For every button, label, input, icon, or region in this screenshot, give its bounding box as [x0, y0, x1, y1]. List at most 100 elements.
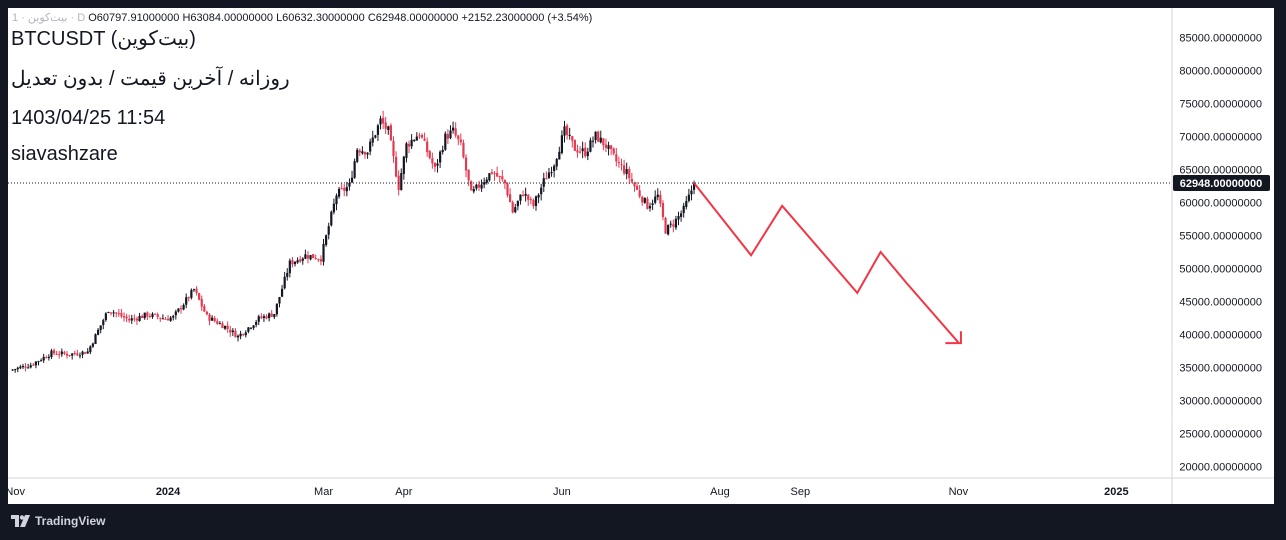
candle-body [221, 323, 224, 329]
candle-body [394, 156, 398, 177]
candle-body [226, 325, 229, 329]
candle-body [350, 177, 354, 183]
candle-body [203, 306, 206, 312]
candle-body [130, 318, 133, 321]
candle-body [542, 178, 545, 187]
candle-body [680, 213, 683, 217]
candle-body [547, 172, 551, 179]
candle-body [187, 297, 190, 299]
candle-body [470, 181, 473, 191]
candle-body [594, 131, 597, 141]
candle-body [275, 303, 278, 315]
candle-body [223, 325, 227, 329]
candle-body [125, 316, 128, 319]
candle-body [192, 289, 196, 291]
candle-body [467, 169, 470, 181]
candle-body [420, 135, 424, 138]
candle-body [630, 178, 633, 182]
candle-body [687, 194, 690, 201]
candle-body [179, 308, 183, 310]
candle-body [537, 194, 540, 198]
candle-body [431, 158, 434, 164]
tradingview-logo[interactable]: TradingView [11, 514, 105, 528]
candle-body [325, 235, 328, 245]
candle-body [591, 140, 595, 142]
candle-body [475, 184, 478, 189]
candle-body [37, 361, 40, 363]
candle-body [280, 288, 284, 297]
candle-body [410, 139, 413, 147]
candle-body [16, 367, 19, 370]
candle-body [589, 140, 592, 152]
candle-body [374, 135, 377, 138]
candle-body [363, 152, 367, 155]
y-tick-label-10: 35000.00000000 [1179, 363, 1262, 375]
candle-body [508, 194, 512, 203]
candle-body [161, 318, 164, 320]
candle-body [464, 157, 468, 171]
candle-body [651, 203, 654, 206]
candle-body [503, 179, 507, 184]
candle-body [550, 172, 553, 174]
candle-body [560, 135, 564, 153]
candle-body [213, 318, 216, 322]
ohlc-close: C62948.00000000 [367, 12, 459, 24]
candle-body [96, 329, 100, 335]
candle-body [208, 314, 211, 321]
candle-body [656, 194, 659, 198]
candle-body [620, 164, 623, 166]
ohlc-change: +2152.23000000 (+3.54%) [461, 12, 593, 24]
candle-body [371, 137, 374, 143]
candle-body [117, 313, 120, 315]
candle-body [648, 206, 652, 209]
candle-body [340, 187, 343, 189]
candle-body [99, 325, 102, 330]
candle-body [635, 185, 639, 190]
candle-body [565, 125, 569, 136]
candle-body [405, 143, 408, 158]
candle-body [91, 343, 95, 347]
candle-body [457, 135, 460, 140]
candle-body [335, 195, 338, 205]
y-tick-label-13: 20000.00000000 [1179, 462, 1262, 474]
last-price-label-bg [1173, 175, 1270, 192]
candle-body [407, 143, 411, 147]
chart-panel[interactable] [8, 8, 1274, 504]
candle-body [441, 149, 444, 153]
candle-body [485, 179, 488, 183]
candle-body [265, 316, 268, 319]
candle-body [185, 297, 188, 305]
candle-body [511, 202, 514, 213]
candle-body [146, 312, 149, 317]
candle-body [521, 195, 525, 197]
candle-body [293, 261, 297, 265]
candle-body [216, 321, 219, 324]
candle-body [50, 350, 53, 358]
candle-body [454, 128, 457, 136]
candle-body [628, 168, 631, 179]
candle-body [156, 314, 159, 318]
candle-body [301, 258, 304, 261]
candle-body [32, 364, 35, 366]
candle-body [568, 134, 571, 136]
candle-body [361, 151, 364, 154]
y-tick-label-9: 40000.00000000 [1179, 330, 1262, 342]
symbol-title: BTCUSDT (بیت‌کوین) [11, 28, 196, 50]
candle-body [692, 183, 696, 190]
candle-body [236, 335, 240, 338]
candle-body [260, 316, 263, 318]
candle-body [477, 184, 481, 188]
candle-body [527, 194, 530, 200]
candle-body [444, 133, 447, 150]
candle-body [306, 255, 310, 259]
candle-body [239, 333, 242, 337]
y-tick-label-11: 30000.00000000 [1179, 396, 1262, 408]
candle-body [112, 312, 115, 314]
y-tick-label-12: 25000.00000000 [1179, 429, 1262, 441]
x-tick-label-7: Nov [949, 486, 969, 498]
candle-body [519, 194, 522, 201]
candle-body [296, 260, 299, 263]
candle-body [358, 150, 361, 153]
